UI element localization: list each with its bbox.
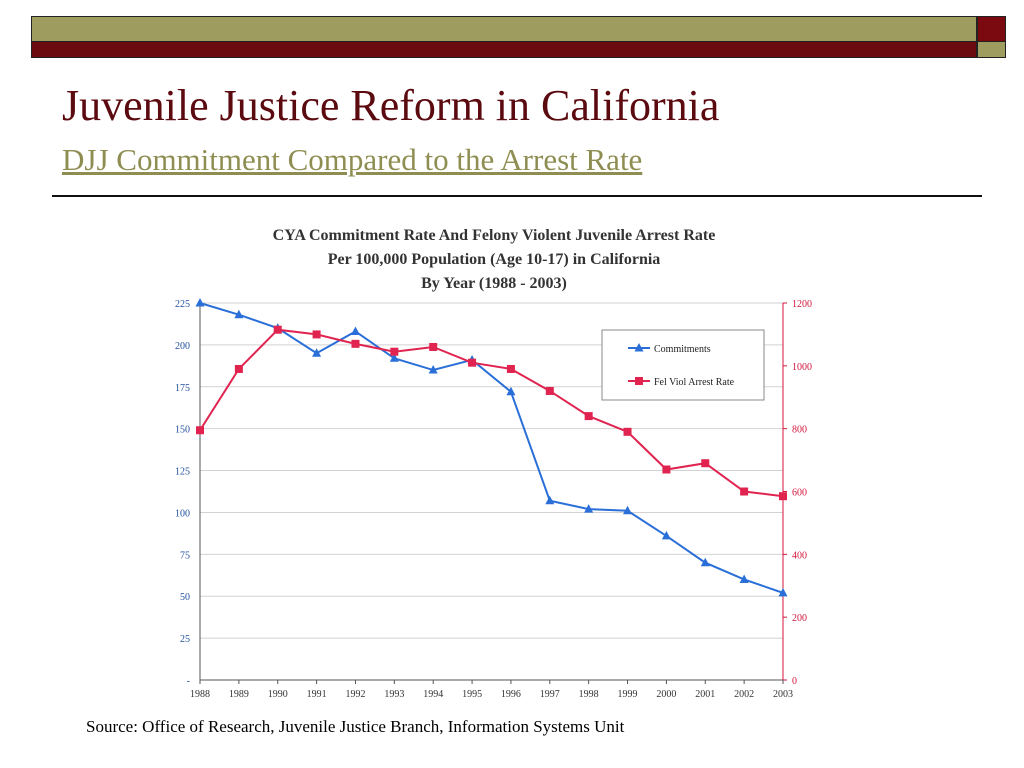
header-corner-square-top bbox=[977, 16, 1006, 42]
series-line-arrest-rate bbox=[199, 328, 784, 498]
data-point-arrest-rate bbox=[468, 358, 477, 367]
data-point-commitments bbox=[195, 298, 205, 307]
x-axis-tick-label: 1995 bbox=[462, 689, 482, 700]
left-axis-tick-label: 100 bbox=[175, 508, 190, 519]
x-axis-tick-label: 1997 bbox=[540, 689, 560, 700]
data-point-arrest-rate bbox=[351, 339, 360, 348]
header-maroon-band bbox=[31, 42, 977, 58]
x-axis-tick-label: 1996 bbox=[501, 689, 521, 700]
left-axis-tick-label: 175 bbox=[175, 383, 190, 394]
data-point-arrest-rate bbox=[429, 342, 438, 351]
data-point-arrest-rate bbox=[273, 325, 282, 334]
x-axis-tick-label: 1991 bbox=[307, 689, 327, 700]
data-point-arrest-rate bbox=[584, 412, 593, 421]
x-axis-tick-label: 2002 bbox=[734, 689, 754, 700]
data-point-arrest-rate bbox=[506, 364, 515, 373]
legend-label: Commitments bbox=[654, 344, 711, 355]
left-axis-tick-label: 75 bbox=[180, 550, 190, 561]
x-axis-tick-label: 1998 bbox=[579, 689, 599, 700]
x-axis-tick-label: 1988 bbox=[190, 689, 210, 700]
data-point-arrest-rate bbox=[740, 487, 749, 496]
x-axis-tick-label: 1990 bbox=[268, 689, 288, 700]
source-note: Source: Office of Research, Juvenile Jus… bbox=[86, 717, 625, 736]
x-axis-tick-label: 1999 bbox=[618, 689, 638, 700]
data-point-arrest-rate bbox=[779, 492, 787, 501]
data-point-commitments bbox=[234, 309, 244, 319]
data-point-arrest-rate bbox=[234, 364, 243, 373]
data-point-commitments bbox=[700, 557, 710, 567]
data-point-arrest-rate bbox=[312, 330, 321, 339]
left-axis-tick-label: 50 bbox=[180, 592, 190, 603]
chart-legend: Commitments Fel Viol Arrest Rate bbox=[601, 329, 765, 401]
left-axis-tick-label: 200 bbox=[175, 341, 190, 352]
slide-title: Juvenile Justice Reform in California bbox=[62, 81, 720, 130]
right-axis-tick-label: 1000 bbox=[792, 362, 812, 373]
x-axis-tick-label: 1994 bbox=[423, 689, 443, 700]
legend-label: Fel Viol Arrest Rate bbox=[654, 377, 735, 388]
data-point-commitments bbox=[623, 505, 633, 515]
data-point-commitments bbox=[389, 353, 399, 362]
x-axis-tick-label: 1993 bbox=[384, 689, 404, 700]
right-axis-tick-label: 1200 bbox=[792, 299, 812, 310]
right-axis-tick-label: 200 bbox=[792, 613, 807, 624]
chart-series bbox=[195, 298, 788, 597]
x-axis-tick-label: 1992 bbox=[345, 689, 365, 700]
right-axis-tick-label: 800 bbox=[792, 425, 807, 436]
data-point-commitments bbox=[778, 587, 788, 597]
header-corner-square-bottom bbox=[977, 42, 1006, 58]
series-line-commitments bbox=[199, 302, 784, 594]
left-axis-tick-label: 150 bbox=[175, 425, 190, 436]
chart-title-line-1: CYA Commitment Rate And Felony Violent J… bbox=[273, 227, 716, 244]
x-axis-tick-label: 2003 bbox=[773, 689, 793, 700]
legend-marker-square bbox=[635, 377, 643, 385]
left-axis-tick-label: 125 bbox=[175, 467, 190, 478]
x-axis-tick-label: 2001 bbox=[695, 689, 715, 700]
x-axis-tick-label: 1989 bbox=[229, 689, 249, 700]
title-divider bbox=[52, 195, 982, 197]
data-point-commitments bbox=[428, 365, 438, 374]
line-chart: CYA Commitment Rate And Felony Violent J… bbox=[175, 227, 812, 700]
chart-title-line-2: Per 100,000 Population (Age 10-17) in Ca… bbox=[328, 251, 661, 268]
data-point-commitments bbox=[545, 495, 555, 505]
data-point-arrest-rate bbox=[701, 459, 710, 468]
legend-marker-triangle bbox=[634, 343, 644, 352]
data-point-commitments bbox=[506, 386, 516, 396]
data-point-commitments bbox=[661, 530, 671, 540]
data-point-arrest-rate bbox=[545, 386, 554, 395]
x-axis-tick-label: 2000 bbox=[656, 689, 676, 700]
data-point-commitments bbox=[739, 574, 749, 583]
data-point-arrest-rate bbox=[662, 465, 671, 474]
chart-axes: - 25 50 75 100 125 150 175 200 225 0 200 400 600 800 10… bbox=[175, 299, 812, 700]
data-point-commitments bbox=[350, 326, 360, 335]
chart-title-line-3: By Year (1988 - 2003) bbox=[421, 275, 567, 292]
data-point-commitments bbox=[584, 504, 594, 513]
data-point-commitments bbox=[312, 348, 322, 357]
header-olive-band bbox=[31, 16, 977, 42]
data-point-arrest-rate bbox=[623, 427, 632, 436]
chart-title: CYA Commitment Rate And Felony Violent J… bbox=[273, 227, 716, 292]
chart-grid bbox=[200, 302, 783, 639]
legend-box bbox=[601, 329, 765, 401]
slide-subtitle-link[interactable]: DJJ Commitment Compared to the Arrest Ra… bbox=[62, 142, 643, 177]
right-axis-tick-label: 0 bbox=[792, 676, 797, 687]
left-axis-tick-label: - bbox=[187, 676, 190, 687]
right-axis-tick-label: 600 bbox=[792, 488, 807, 499]
slide-header-bar bbox=[31, 16, 1006, 58]
left-axis-tick-label: 225 bbox=[175, 299, 190, 310]
right-axis-tick-label: 400 bbox=[792, 550, 807, 561]
data-point-arrest-rate bbox=[196, 426, 204, 435]
data-point-arrest-rate bbox=[390, 347, 399, 356]
left-axis-tick-label: 25 bbox=[180, 634, 190, 645]
